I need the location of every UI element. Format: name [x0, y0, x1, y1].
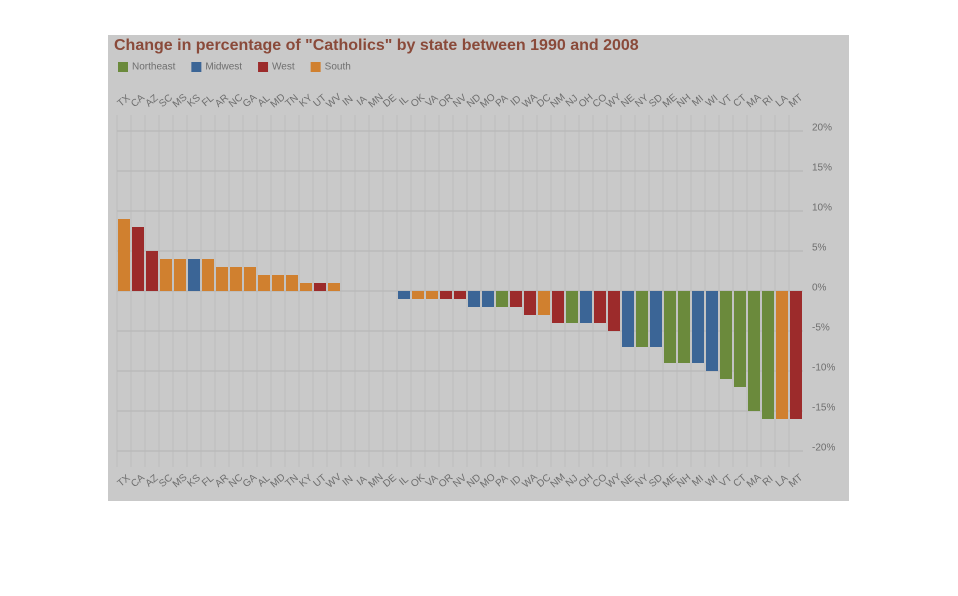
bar [412, 291, 424, 299]
y-tick-label: 20% [812, 123, 832, 134]
bar [510, 291, 522, 307]
bar [524, 291, 536, 315]
y-tick-label: 10% [812, 203, 832, 214]
y-tick-label: 0% [812, 283, 827, 294]
bar [734, 291, 746, 387]
bar [692, 291, 704, 363]
y-tick-label: -5% [812, 323, 830, 334]
legend-label: Midwest [205, 62, 242, 73]
bar [188, 259, 200, 291]
bar [566, 291, 578, 323]
bar [762, 291, 774, 419]
legend-label: South [325, 62, 351, 73]
x-tick-label: MI [690, 93, 706, 109]
bar [776, 291, 788, 419]
x-tick-label: MI [690, 473, 706, 489]
bar [216, 267, 228, 291]
bar [118, 219, 130, 291]
bar [440, 291, 452, 299]
y-tick-label: -10% [812, 363, 835, 374]
bar [678, 291, 690, 363]
bar [258, 275, 270, 291]
bar [160, 259, 172, 291]
legend-swatch [258, 62, 269, 72]
bar [230, 267, 242, 291]
bar [790, 291, 802, 419]
bar [286, 275, 298, 291]
bar [328, 283, 340, 291]
bar [538, 291, 550, 315]
bar [468, 291, 480, 307]
bar [174, 259, 186, 291]
chart-title: Change in percentage of "Catholics" by s… [114, 37, 639, 54]
bar [580, 291, 592, 323]
legend-label: Northeast [132, 62, 176, 73]
bar [398, 291, 410, 299]
bar [622, 291, 634, 347]
bar [720, 291, 732, 379]
bar [650, 291, 662, 347]
bar [594, 291, 606, 323]
y-tick-label: -20% [812, 443, 835, 454]
bar [496, 291, 508, 307]
bar [706, 291, 718, 371]
bar [272, 275, 284, 291]
bar [748, 291, 760, 411]
bar [314, 283, 326, 291]
bar [146, 251, 158, 291]
bar [300, 283, 312, 291]
bar [454, 291, 466, 299]
bar [244, 267, 256, 291]
legend-label: West [272, 62, 295, 73]
bar [636, 291, 648, 347]
legend-swatch [118, 62, 128, 72]
legend-swatch [191, 62, 202, 72]
bar [482, 291, 494, 307]
bar [664, 291, 676, 363]
y-tick-label: -15% [812, 403, 835, 414]
bar [608, 291, 620, 331]
bar [552, 291, 564, 323]
legend-swatch [310, 62, 321, 72]
bar [426, 291, 438, 299]
y-tick-label: 5% [812, 243, 827, 254]
bar [202, 259, 214, 291]
y-tick-label: 15% [812, 163, 832, 174]
bar [132, 227, 144, 291]
